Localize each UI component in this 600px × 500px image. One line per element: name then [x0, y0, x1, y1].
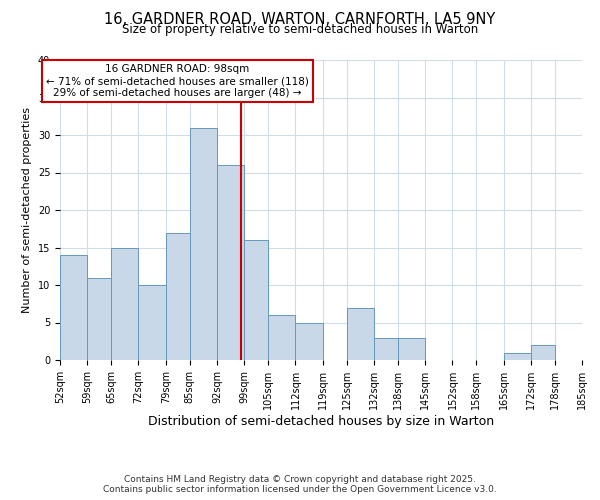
Bar — [398, 338, 425, 360]
Bar — [531, 345, 554, 360]
Text: 16 GARDNER ROAD: 98sqm
← 71% of semi-detached houses are smaller (118)
29% of se: 16 GARDNER ROAD: 98sqm ← 71% of semi-det… — [46, 64, 309, 98]
Bar — [111, 248, 139, 360]
Bar — [268, 315, 295, 360]
Bar — [166, 232, 190, 360]
Bar — [244, 240, 268, 360]
Bar — [347, 308, 374, 360]
Bar — [190, 128, 217, 360]
Bar — [60, 255, 88, 360]
Y-axis label: Number of semi-detached properties: Number of semi-detached properties — [22, 107, 32, 313]
Text: Size of property relative to semi-detached houses in Warton: Size of property relative to semi-detach… — [122, 22, 478, 36]
Bar — [295, 322, 323, 360]
Bar — [88, 278, 111, 360]
Bar — [217, 165, 244, 360]
X-axis label: Distribution of semi-detached houses by size in Warton: Distribution of semi-detached houses by … — [148, 414, 494, 428]
Bar — [374, 338, 398, 360]
Text: Contains HM Land Registry data © Crown copyright and database right 2025.
Contai: Contains HM Land Registry data © Crown c… — [103, 474, 497, 494]
Text: 16, GARDNER ROAD, WARTON, CARNFORTH, LA5 9NY: 16, GARDNER ROAD, WARTON, CARNFORTH, LA5… — [104, 12, 496, 28]
Bar — [139, 285, 166, 360]
Bar — [503, 352, 531, 360]
